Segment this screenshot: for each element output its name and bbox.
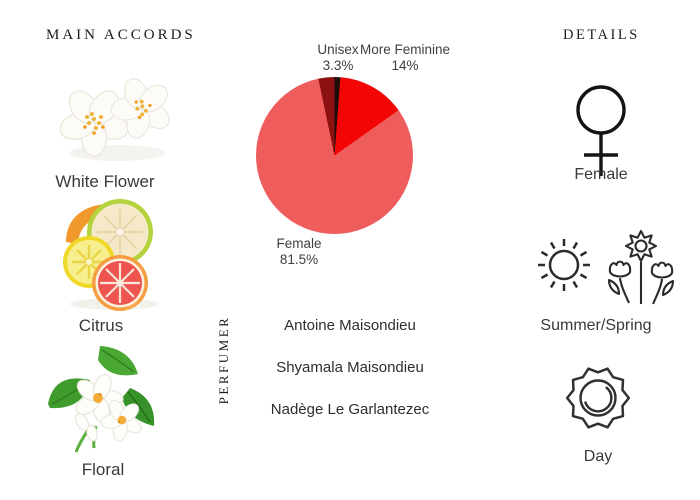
pie-label-female-text: Female xyxy=(276,236,322,251)
white-flower-image xyxy=(59,78,170,161)
female-symbol-icon xyxy=(576,85,626,176)
detail-label-gender: Female xyxy=(574,166,628,183)
main-accords-heading: MAIN ACCORDS xyxy=(46,27,196,43)
perfumer-name: Nadège Le Garlantezec xyxy=(270,401,430,418)
pie-label-more-feminine-pct: 14% xyxy=(391,58,419,73)
perfumer-heading: PERFUMER xyxy=(216,315,231,405)
accord-label-white-flower: White Flower xyxy=(55,172,155,191)
detail-label-season: Summer/Spring xyxy=(540,317,652,334)
citrus-image xyxy=(63,199,158,311)
floral-image xyxy=(48,346,155,453)
detail-label-time: Day xyxy=(583,448,613,465)
details-heading: DETAILS xyxy=(563,27,640,43)
pie-label-unisex-text: Unisex xyxy=(317,42,359,57)
pie-label-female-pct: 81.5% xyxy=(279,252,319,267)
pie-label-more-feminine: More Feminine 14% xyxy=(352,42,458,74)
pie-label-unisex-pct: 3.3% xyxy=(322,58,354,73)
sun-and-flowers-icon xyxy=(538,229,675,305)
pie-label-unisex: Unisex 3.3% xyxy=(300,42,376,74)
accord-label-citrus: Citrus xyxy=(78,316,124,335)
pie-label-female: Female 81.5% xyxy=(266,236,332,268)
perfumer-name: Shyamala Maisondieu xyxy=(276,359,424,376)
perfumer-name: Antoine Maisondieu xyxy=(284,317,416,334)
accord-label-floral: Floral xyxy=(81,460,125,479)
pie-label-more-feminine-text: More Feminine xyxy=(359,42,451,57)
pie-chart xyxy=(256,77,413,234)
day-sun-icon xyxy=(565,367,631,429)
